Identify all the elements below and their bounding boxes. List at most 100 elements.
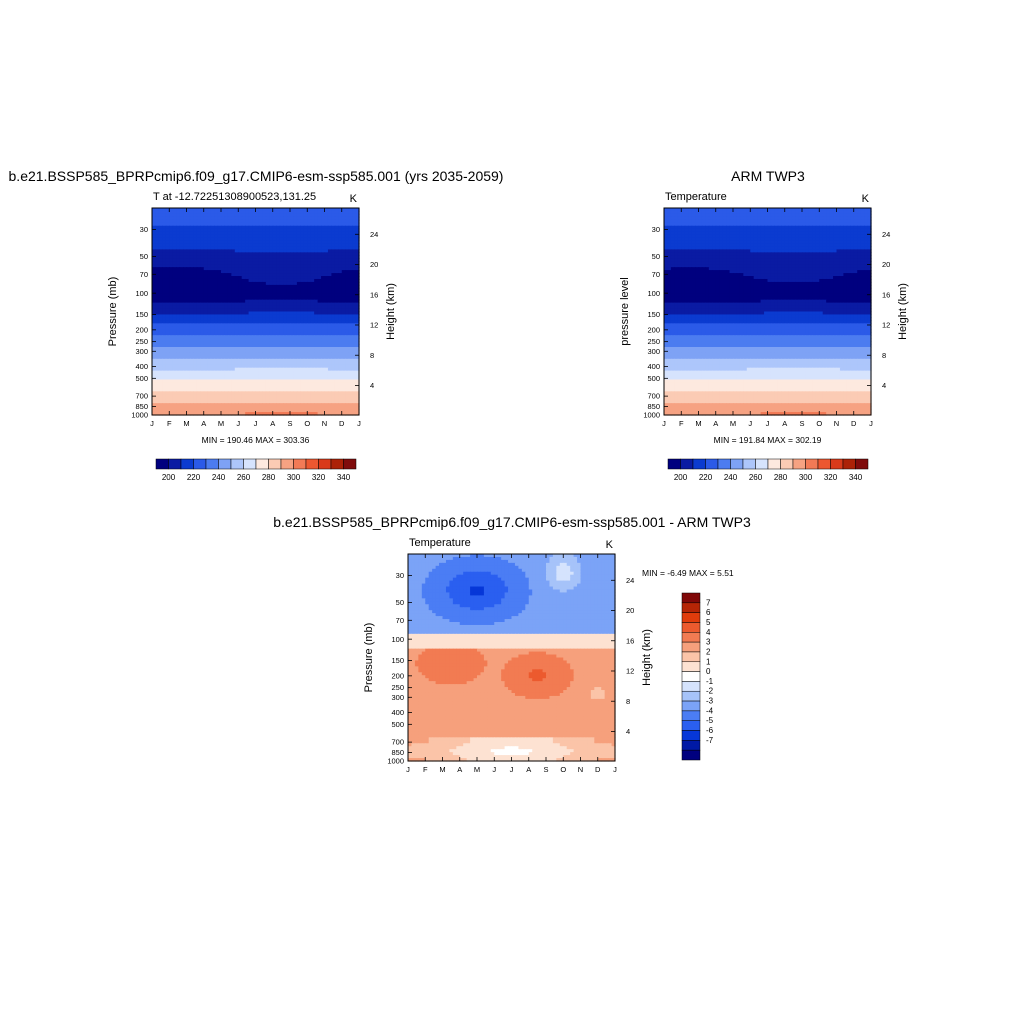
- y-axis-label: Pressure (mb): [107, 277, 119, 347]
- y-tick-label: 150: [647, 310, 660, 319]
- y-right-axis-label: Height (km): [385, 283, 397, 340]
- colorbar-box: [681, 710, 701, 721]
- colorbar-box: [255, 458, 269, 470]
- y-right-tick-label: 12: [370, 321, 378, 330]
- colorbar-box: [830, 458, 844, 470]
- colorbar-box: [268, 458, 282, 470]
- colorbar-box: [755, 458, 769, 470]
- x-tick-label: M: [183, 419, 189, 428]
- y-tick-label: 250: [135, 337, 148, 346]
- colorbar-label: 260: [237, 473, 251, 482]
- colorbar-label: -3: [706, 697, 714, 706]
- y-right-tick-label: 20: [626, 606, 634, 615]
- min-max-text: MIN = 191.84 MAX = 302.19: [714, 435, 822, 445]
- colorbar-box: [230, 458, 244, 470]
- colorbar-label: 280: [774, 473, 788, 482]
- y-tick-label: 200: [647, 325, 660, 334]
- x-tick-label: N: [322, 419, 327, 428]
- x-tick-label: O: [304, 419, 310, 428]
- y-right-tick-label: 20: [882, 260, 890, 269]
- y-right-tick-label: 4: [370, 381, 374, 390]
- x-tick-label: D: [595, 765, 601, 774]
- colorbar-box: [305, 458, 319, 470]
- x-tick-label: J: [406, 765, 410, 774]
- y-right-tick-label: 12: [626, 667, 634, 676]
- y-tick-label: 1000: [131, 411, 148, 420]
- colorbar-box: [817, 458, 831, 470]
- contour-fill-1: [152, 208, 360, 416]
- colorbar-box: [717, 458, 731, 470]
- y-right-tick-label: 4: [626, 727, 630, 736]
- x-tick-label: M: [474, 765, 480, 774]
- y-tick-label: 1000: [387, 757, 404, 766]
- min-max-text: MIN = 190.46 MAX = 303.36: [202, 435, 310, 445]
- y-tick-label: 30: [396, 571, 404, 580]
- x-tick-label: F: [423, 765, 428, 774]
- y-tick-label: 850: [391, 748, 404, 757]
- colorbar-box: [180, 458, 194, 470]
- x-tick-label: F: [679, 419, 684, 428]
- x-tick-label: A: [270, 419, 275, 428]
- y-tick-label: 50: [652, 252, 660, 261]
- y-right-tick-label: 8: [626, 697, 630, 706]
- colorbar-box: [280, 458, 294, 470]
- y-tick-label: 150: [135, 310, 148, 319]
- colorbar-box: [681, 651, 701, 663]
- y-tick-label: 700: [135, 392, 148, 401]
- y-right-axis-label: Height (km): [897, 283, 909, 340]
- x-tick-label: J: [766, 419, 770, 428]
- y-tick-label: 70: [652, 270, 660, 279]
- colorbar-box: [293, 458, 307, 470]
- x-tick-label: J: [748, 419, 752, 428]
- y-tick-label: 100: [135, 289, 148, 298]
- y-tick-label: 30: [652, 225, 660, 234]
- y-tick-label: 850: [647, 402, 660, 411]
- colorbar-label: 200: [162, 473, 176, 482]
- colorbar-label: 6: [706, 608, 711, 617]
- colorbar-box: [681, 730, 701, 741]
- y-tick-label: 70: [396, 616, 404, 625]
- panel1-title: b.e21.BSSP585_BPRPcmip6.f09_g17.CMIP6-es…: [9, 168, 504, 184]
- colorbar-box: [681, 592, 701, 604]
- colorbar-box: [767, 458, 781, 470]
- colorbar-label: -7: [706, 736, 714, 745]
- colorbar-box: [681, 602, 701, 613]
- x-tick-label: S: [799, 419, 804, 428]
- colorbar-label: 320: [824, 473, 838, 482]
- colorbar-box: [193, 458, 207, 470]
- colorbar-label: -6: [706, 726, 714, 735]
- x-tick-label: A: [526, 765, 531, 774]
- x-tick-label: A: [201, 419, 206, 428]
- colorbar-1: 200 220 240 260 280 300 320 340: [155, 458, 357, 482]
- colorbar-label: 4: [706, 628, 711, 637]
- x-tick-label: J: [492, 765, 496, 774]
- colorbar-label: 220: [187, 473, 201, 482]
- colorbar-label: 2: [706, 647, 711, 656]
- colorbar-box: [681, 622, 701, 633]
- x-tick-label: A: [713, 419, 718, 428]
- y-right-tick-label: 4: [882, 381, 886, 390]
- y-tick-label: 30: [140, 225, 148, 234]
- min-max-text: MIN = -6.49 MAX = 5.51: [642, 568, 734, 578]
- colorbar-label: -5: [706, 716, 714, 725]
- colorbar-box: [705, 458, 719, 470]
- colorbar-box: [681, 681, 701, 692]
- x-tick-label: N: [834, 419, 839, 428]
- y-right-tick-label: 8: [370, 351, 374, 360]
- colorbar-label: 320: [312, 473, 326, 482]
- y-right-tick-label: 12: [882, 321, 890, 330]
- y-tick-label: 700: [647, 392, 660, 401]
- colorbar-box: [667, 458, 681, 470]
- colorbar-box: [855, 458, 869, 470]
- colorbar-box: [681, 740, 701, 751]
- y-tick-label: 100: [647, 289, 660, 298]
- y-tick-label: 150: [391, 656, 404, 665]
- units-label: K: [606, 539, 614, 551]
- y-tick-label: 250: [647, 337, 660, 346]
- y-tick-label: 300: [391, 693, 404, 702]
- colorbar-box: [692, 458, 706, 470]
- y-tick-label: 50: [396, 598, 404, 607]
- colorbar-label: 340: [849, 473, 863, 482]
